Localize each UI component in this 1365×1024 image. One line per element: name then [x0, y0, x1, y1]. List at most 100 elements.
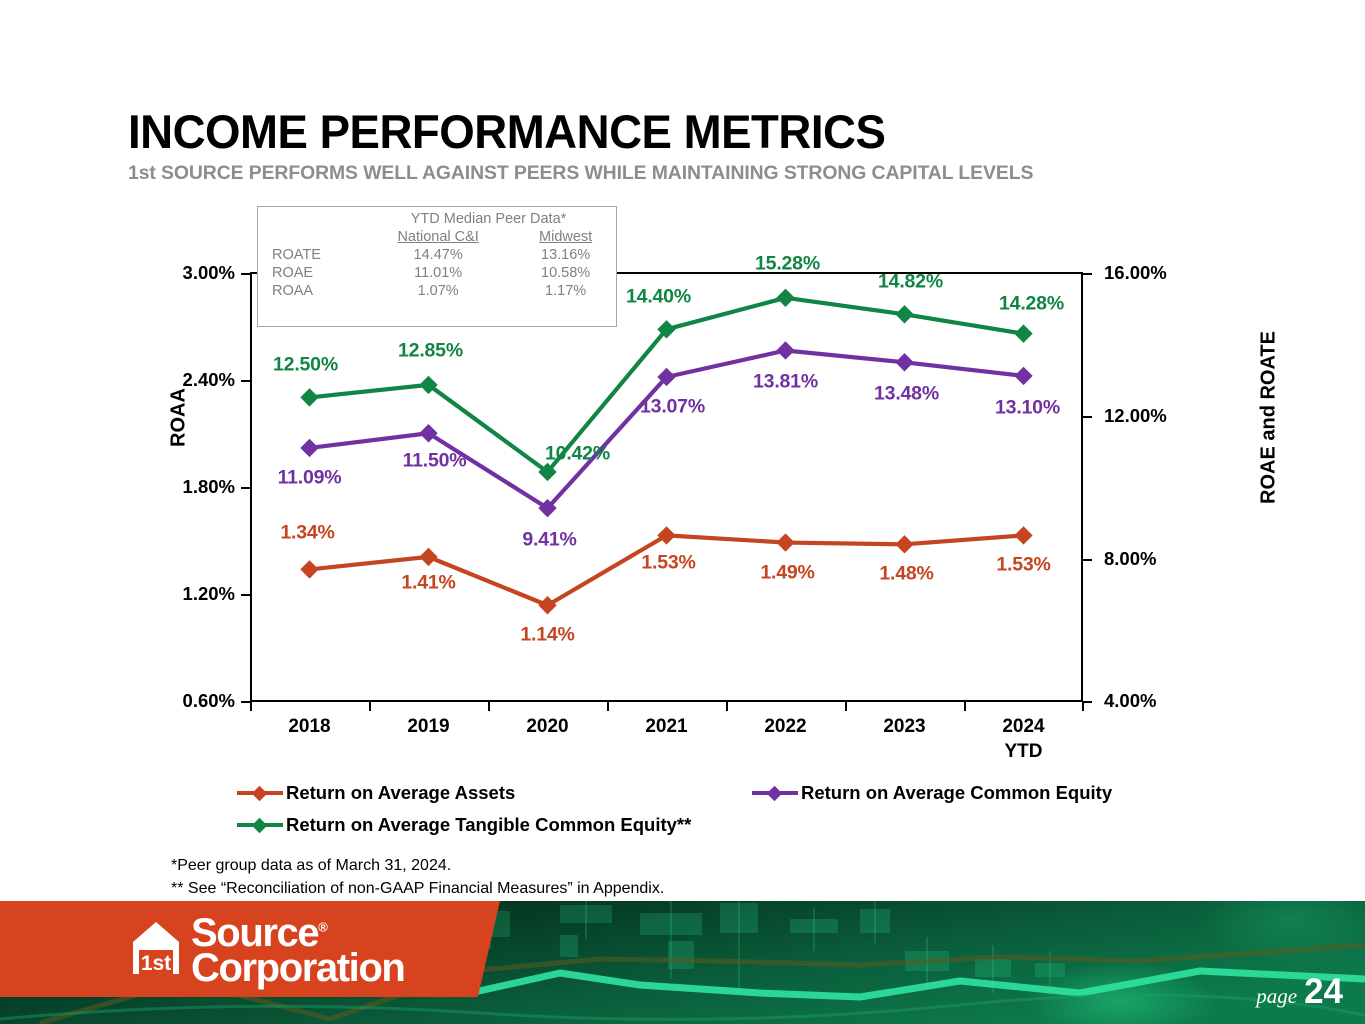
legend-item-roae[interactable]: Return on Average Common Equity — [752, 782, 1112, 804]
legend-label: Return on Average Assets — [286, 782, 516, 803]
series-marker — [419, 424, 438, 443]
slide-footer: 1st Source® Corporation page 24 — [0, 901, 1365, 1024]
y-tick-right — [1083, 559, 1092, 561]
x-tick — [488, 702, 490, 711]
x-tick — [1082, 702, 1084, 711]
y-tick-right — [1083, 273, 1092, 275]
legend-marker-roae — [752, 785, 798, 802]
y-tick-right — [1083, 416, 1092, 418]
income-performance-chart: 3.00% 2.40% 1.80% 1.20% 0.60% 16.00% 12.… — [167, 206, 1280, 763]
legend-label: Return on Average Common Equity — [801, 782, 1113, 803]
y-axis-left-tick-label: 2.40% — [182, 369, 235, 390]
registered-trademark-icon: ® — [318, 919, 328, 935]
series-marker — [538, 596, 557, 615]
x-tick — [726, 702, 728, 711]
table-row: ROATE 14.47% 13.16% — [258, 246, 616, 264]
table-row: ROAA 1.07% 1.17% — [258, 282, 616, 300]
series-marker — [776, 288, 795, 307]
data-point-label: 11.50% — [402, 449, 467, 472]
data-point-label: 1.49% — [760, 561, 815, 584]
series-marker — [895, 305, 914, 324]
legend-item-roaa[interactable]: Return on Average Assets — [237, 782, 515, 804]
peer-row-label: ROAE — [272, 265, 314, 281]
y-axis-right-tick-label: 4.00% — [1104, 690, 1157, 711]
data-point-label: 13.07% — [640, 395, 705, 418]
x-tick — [250, 702, 252, 711]
y-tick-left — [241, 273, 250, 275]
company-logo: 1st Source® Corporation — [125, 909, 406, 993]
data-point-label: 11.09% — [277, 466, 342, 489]
peer-row-label: ROAA — [272, 283, 314, 299]
data-point-label: 13.48% — [874, 382, 939, 405]
x-axis-label-text: 2019 — [407, 716, 450, 737]
y-axis-left-tick-label: 1.80% — [182, 476, 235, 497]
logo-wordmark: Source® Corporation — [191, 911, 406, 988]
chart-legend: Return on Average Assets Return on Avera… — [0, 0, 1365, 835]
series-marker — [776, 341, 795, 360]
series-marker — [300, 388, 319, 407]
peer-table-col-midwest: Midwest — [539, 229, 593, 245]
legend-item-roate[interactable]: Return on Average Tangible Common Equity… — [237, 814, 691, 836]
data-point-label: 15.28% — [755, 252, 820, 275]
x-axis-label: 2021 — [607, 716, 726, 738]
data-point-label: 14.40% — [626, 285, 691, 308]
data-point-label: 13.81% — [753, 370, 818, 393]
data-point-label: 13.10% — [995, 396, 1060, 419]
x-axis-label: 2019 — [369, 716, 488, 738]
footnote-non-gaap: ** See “Reconciliation of non-GAAP Finan… — [171, 879, 665, 897]
plot-area — [250, 272, 1083, 702]
data-point-label: 14.82% — [878, 270, 943, 293]
x-axis-label-text: 2020 — [526, 716, 569, 737]
peer-row-value: 10.58% — [541, 265, 591, 281]
y-tick-left — [241, 487, 250, 489]
x-tick — [369, 702, 371, 711]
logo-line-source: Source® — [191, 911, 328, 956]
svg-text:1st: 1st — [141, 952, 171, 975]
footnote-peer-group: *Peer group data as of March 31, 2024. — [171, 857, 452, 874]
series-marker — [419, 375, 438, 395]
x-axis-label-2024ytd: 2024 YTD — [964, 716, 1083, 763]
series-marker — [300, 438, 319, 458]
peer-row-value: 13.16% — [541, 247, 591, 263]
x-axis-label-text: 2018 — [288, 716, 331, 737]
page-number: page 24 — [1256, 972, 1343, 1012]
x-axis-label: 2020 — [488, 716, 607, 738]
y-axis-right-tick-label: 8.00% — [1104, 548, 1157, 569]
legend-marker-roate — [237, 817, 283, 834]
series-marker — [895, 353, 914, 372]
y-tick-right — [1083, 701, 1092, 703]
legend-label: Return on Average Tangible Common Equity… — [286, 814, 692, 835]
data-point-label: 1.53% — [641, 551, 696, 574]
y-axis-right-title: ROAE and ROATE — [1257, 331, 1280, 504]
x-axis-label-text: 2023 — [883, 716, 926, 737]
1st-source-house-icon: 1st — [133, 922, 179, 980]
peer-table-title: YTD Median Peer Data* — [410, 211, 567, 227]
plot-series-svg — [300, 288, 1033, 615]
y-axis-right-tick-label: 16.00% — [1104, 262, 1167, 283]
table-row: ROAE 11.01% 10.58% — [258, 264, 616, 282]
page-value: 24 — [1304, 972, 1343, 1011]
x-axis-label-text: 2021 — [645, 716, 688, 737]
ytd-median-peer-data-table: YTD Median Peer Data* National C&I Midwe… — [257, 206, 617, 327]
x-tick — [845, 702, 847, 711]
series-marker — [300, 560, 319, 579]
x-axis-label-text: 2022 — [764, 716, 807, 737]
data-point-label: 12.50% — [273, 353, 338, 376]
data-point-label: 10.42% — [545, 442, 610, 465]
series-marker — [538, 498, 557, 518]
data-point-label: 1.14% — [520, 623, 575, 646]
page-subtitle: 1st SOURCE PERFORMS WELL AGAINST PEERS W… — [128, 162, 1034, 184]
peer-row-value: 11.01% — [414, 265, 463, 281]
y-axis-left-tick-label: 0.60% — [182, 690, 235, 711]
data-point-label: 1.48% — [879, 562, 934, 585]
x-axis-label-text: 2024 — [1002, 716, 1045, 737]
data-point-label: 9.41% — [522, 528, 577, 551]
x-axis-label-sublabel: YTD — [1004, 741, 1043, 762]
x-tick — [607, 702, 609, 711]
y-tick-left — [241, 594, 250, 596]
y-axis-left-title: ROAA — [167, 388, 190, 447]
peer-table-col-national: National C&I — [397, 229, 479, 245]
series-marker — [776, 533, 795, 552]
x-axis-label: 2018 — [250, 716, 369, 738]
page-title: INCOME PERFORMANCE METRICS — [128, 105, 886, 158]
